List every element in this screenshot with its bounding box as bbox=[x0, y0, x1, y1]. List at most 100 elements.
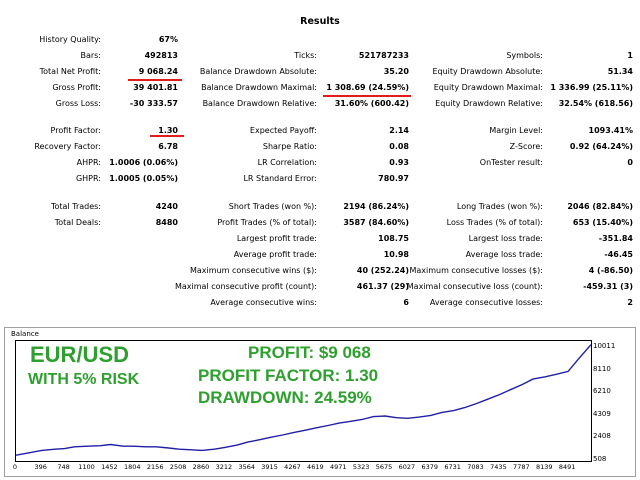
col1-value-4: -30 333.57 bbox=[129, 99, 178, 108]
col3-value-0: 1 bbox=[627, 51, 633, 60]
col2-value-13: 461.37 (29) bbox=[356, 282, 409, 291]
overlay-pair: EUR/USD bbox=[30, 342, 130, 367]
x-tick-label: 6731 bbox=[444, 463, 461, 471]
x-tick-label: 4619 bbox=[307, 463, 324, 471]
col1-label-2: Total Net Profit: bbox=[39, 67, 101, 76]
col2-value-0: 521787233 bbox=[358, 51, 409, 60]
col2-label-5: Sharpe Ratio: bbox=[262, 142, 317, 151]
col1-value-3: 39 401.81 bbox=[133, 83, 178, 92]
x-tick-label: 8139 bbox=[535, 463, 553, 471]
x-tick-label: 7787 bbox=[513, 463, 530, 471]
highlight-balance-drawdown-maximal bbox=[323, 95, 411, 97]
col3-label-11: Maximum consecutive losses ($): bbox=[409, 266, 543, 275]
col2-label-10: Largest profit trade: bbox=[236, 234, 317, 243]
overlay-profit: PROFIT: $9 068 bbox=[248, 343, 371, 362]
plot-area bbox=[15, 340, 592, 462]
x-tick-label: 6379 bbox=[421, 463, 439, 471]
col2-value-1: 35.20 bbox=[383, 67, 409, 76]
col1-value-0: 67% bbox=[158, 35, 178, 44]
col2-label-12: Maximum consecutive wins ($): bbox=[189, 266, 317, 275]
col1-label-10: Total Deals: bbox=[54, 218, 101, 227]
x-tick-label: 8491 bbox=[558, 463, 576, 471]
col1-label-0: History Quality: bbox=[39, 35, 101, 44]
col3-value-9: -351.84 bbox=[598, 234, 633, 243]
col2-value-9: 3587 (84.60%) bbox=[343, 218, 409, 227]
col3-label-8: Loss Trades (% of total): bbox=[446, 218, 543, 227]
col3-value-12: -459.31 (3) bbox=[583, 282, 633, 291]
col2-label-7: LR Standard Error: bbox=[243, 174, 317, 183]
y-tick-label: 508 bbox=[593, 455, 607, 463]
col1-label-9: Total Trades: bbox=[51, 202, 101, 211]
x-tick-label: 7083 bbox=[467, 463, 484, 471]
col2-value-2: 1 308.69 (24.59%) bbox=[326, 83, 409, 92]
col3-value-8: 653 (15.40%) bbox=[572, 218, 633, 227]
col1-label-7: AHPR: bbox=[76, 158, 101, 167]
y-tick-label: 2408 bbox=[593, 432, 611, 441]
col2-value-8: 2194 (86.24%) bbox=[343, 202, 409, 211]
col3-label-5: Z-Score: bbox=[509, 142, 543, 151]
col2-label-2: Balance Drawdown Maximal: bbox=[201, 83, 317, 92]
col3-label-10: Average loss trade: bbox=[465, 250, 543, 259]
y-tick-label: 4309 bbox=[593, 409, 611, 418]
col1-value-5: 1.30 bbox=[158, 126, 178, 135]
col3-value-3: 32.54% (618.56) bbox=[558, 99, 633, 108]
col3-value-11: 4 (-86.50) bbox=[588, 266, 633, 275]
col2-label-8: Short Trades (won %): bbox=[228, 202, 317, 211]
col2-value-10: 108.75 bbox=[378, 234, 409, 243]
col3-label-4: Margin Level: bbox=[489, 126, 543, 135]
col3-label-9: Largest loss trade: bbox=[468, 234, 543, 243]
col3-value-13: 2 bbox=[627, 298, 633, 307]
col2-label-0: Ticks: bbox=[294, 51, 317, 60]
col3-label-0: Symbols: bbox=[506, 51, 543, 60]
x-tick-label: 3564 bbox=[238, 463, 256, 471]
col1-label-6: Recovery Factor: bbox=[34, 142, 101, 151]
col3-value-10: -46.45 bbox=[604, 250, 633, 259]
x-tick-label: 4971 bbox=[329, 463, 347, 471]
col1-value-10: 8480 bbox=[155, 218, 178, 227]
x-tick-label: 3212 bbox=[215, 463, 233, 471]
highlight-profit-factor bbox=[150, 135, 184, 137]
col3-value-5: 0.92 (64.24%) bbox=[569, 142, 633, 151]
chart-title: Balance bbox=[11, 330, 39, 338]
col1-value-1: 492813 bbox=[144, 51, 178, 60]
x-tick-label: 5323 bbox=[352, 463, 370, 471]
x-tick-label: 1452 bbox=[101, 463, 118, 471]
x-tick-label: 1100 bbox=[78, 463, 95, 471]
x-tick-label: 2156 bbox=[146, 463, 164, 471]
col2-value-11: 10.98 bbox=[383, 250, 409, 259]
col1-label-4: Gross Loss: bbox=[55, 99, 101, 108]
x-tick-label: 0 bbox=[12, 463, 18, 471]
y-tick-label: 10011 bbox=[593, 342, 616, 351]
results-table: History Quality: 67% Bars: 492813 Total Net … bbox=[34, 35, 633, 307]
y-tick-label: 6210 bbox=[593, 387, 611, 396]
x-tick-label: 2508 bbox=[169, 463, 187, 471]
overlay-profit-factor: PROFIT FACTOR: 1.30 bbox=[198, 366, 379, 385]
col1-value-8: 1.0005 (0.05%) bbox=[109, 174, 178, 183]
col1-label-1: Bars: bbox=[80, 51, 101, 60]
col2-value-12: 40 (252.24) bbox=[356, 266, 409, 275]
x-tick-label: 5675 bbox=[375, 463, 393, 471]
col3-value-7: 2046 (82.84%) bbox=[567, 202, 633, 211]
overlay-drawdown: DRAWDOWN: 24.59% bbox=[198, 388, 372, 407]
col2-label-14: Average consecutive wins: bbox=[210, 298, 317, 307]
col2-value-7: 780.97 bbox=[378, 174, 409, 183]
balance-series-line bbox=[16, 344, 591, 456]
col3-label-13: Average consecutive losses: bbox=[429, 298, 543, 307]
x-tick-label: 3915 bbox=[261, 463, 278, 471]
col2-value-6: 0.93 bbox=[389, 158, 409, 167]
col3-label-12: Maximal consecutive loss (count): bbox=[406, 282, 543, 291]
x-tick-label: 1804 bbox=[124, 463, 141, 471]
results-title: Results bbox=[300, 16, 340, 27]
x-tick-label: 6027 bbox=[398, 463, 416, 471]
x-tick-label: 748 bbox=[57, 463, 70, 471]
col3-value-1: 51.34 bbox=[607, 67, 633, 76]
col1-value-2: 9 068.24 bbox=[138, 67, 178, 76]
x-tick-label: 396 bbox=[34, 463, 47, 471]
x-tick-label: 2860 bbox=[192, 463, 210, 471]
x-tick-label: 7435 bbox=[490, 463, 507, 471]
col3-value-6: 0 bbox=[627, 158, 633, 167]
col2-label-4: Expected Payoff: bbox=[249, 126, 317, 135]
col2-value-3: 31.60% (600.42) bbox=[334, 99, 409, 108]
col3-label-3: Equity Drawdown Relative: bbox=[435, 99, 543, 108]
col2-label-6: LR Correlation: bbox=[257, 158, 317, 167]
